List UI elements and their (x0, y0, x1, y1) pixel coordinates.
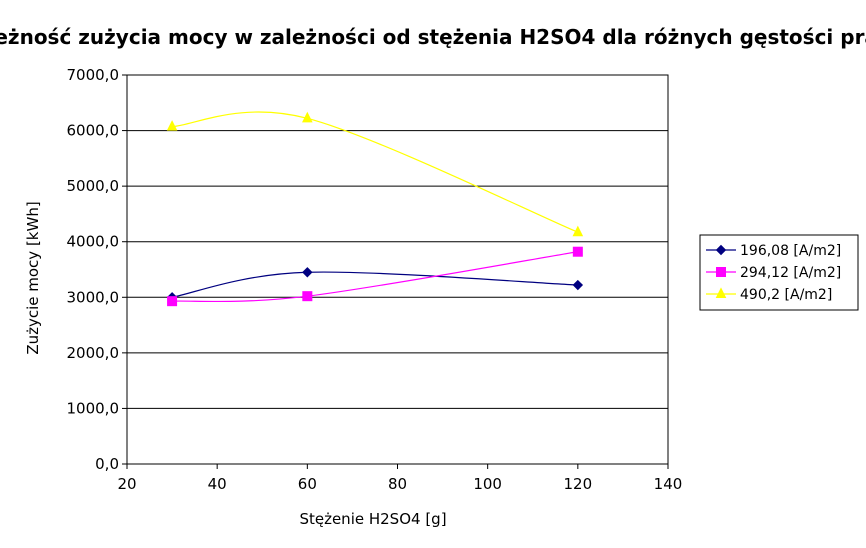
x-tick-label: 60 (298, 475, 317, 493)
data-point (302, 111, 313, 123)
x-axis-label: Stężenie H2SO4 [g] (299, 510, 446, 528)
legend-swatch-marker (716, 267, 726, 277)
legend-label: 490,2 [A/m2] (740, 287, 832, 303)
legend-swatch-marker (715, 287, 727, 298)
legend-item: 490,2 [A/m2] (706, 287, 832, 303)
data-point (302, 267, 313, 278)
legend-item: 294,12 [A/m2] (706, 265, 841, 281)
legend-label: 294,12 [A/m2] (740, 265, 841, 281)
x-tick-label: 100 (473, 475, 502, 493)
y-tick-label: 3000,0 (67, 288, 120, 306)
legend-item: 196,08 [A/m2] (706, 243, 841, 259)
x-tick-label: 40 (208, 475, 227, 493)
y-tick-label: 1000,0 (67, 399, 120, 417)
legend-label: 196,08 [A/m2] (740, 243, 841, 259)
y-tick-label: 5000,0 (67, 177, 120, 195)
x-tick-label: 120 (564, 475, 593, 493)
y-tick-labels: 0,0 1000,0 2000,0 3000,0 4000,0 5000,0 6000,0 7… (67, 66, 120, 473)
data-point (166, 120, 178, 131)
plot-area (127, 75, 668, 464)
y-tick-label: 0,0 (95, 455, 119, 473)
axes (122, 74, 669, 469)
data-point (302, 291, 313, 302)
series-line (172, 251, 578, 303)
data-point (572, 246, 583, 257)
legend-swatch-marker (715, 244, 727, 256)
x-tick-label: 140 (654, 475, 683, 493)
series-line (172, 111, 579, 233)
chart-title: Zależność zużycia mocy w zależności od s… (0, 25, 866, 49)
series-3 (166, 111, 584, 237)
y-tick-label: 4000,0 (67, 233, 120, 251)
data-point (572, 279, 584, 291)
y-tick-label: 2000,0 (67, 344, 120, 362)
data-point (167, 296, 178, 307)
legend: 196,08 [A/m2] 294,12 [A/m2] 490,2 [A/m2] (699, 234, 859, 311)
y-tick-label: 6000,0 (67, 122, 120, 140)
series-2 (167, 246, 583, 307)
data-point (572, 225, 584, 237)
x-tick-label: 80 (388, 475, 407, 493)
x-tick-label: 20 (117, 475, 136, 493)
plot-background (127, 75, 668, 464)
y-tick-label: 7000,0 (67, 66, 120, 84)
series-layer (166, 111, 584, 307)
x-tick-labels: 20 40 60 80 100 120 140 (117, 475, 682, 493)
y-axis-label: Zużycie mocy [kWh] (24, 201, 42, 354)
series-line (171, 271, 578, 298)
